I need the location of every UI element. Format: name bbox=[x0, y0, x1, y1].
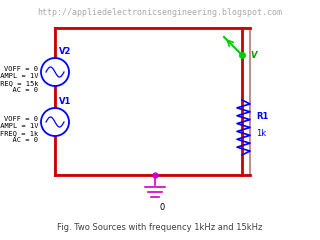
Text: VOFF = 0
VAMPL = 1V
FREQ = 1k
  AC = 0: VOFF = 0 VAMPL = 1V FREQ = 1k AC = 0 bbox=[0, 116, 38, 143]
Text: VOFF = 0
VAMPL = 1V
FREQ = 15k
  AC = 0: VOFF = 0 VAMPL = 1V FREQ = 15k AC = 0 bbox=[0, 66, 38, 93]
Circle shape bbox=[41, 108, 69, 136]
Text: V1: V1 bbox=[59, 97, 71, 106]
Circle shape bbox=[41, 58, 69, 86]
Text: V: V bbox=[250, 51, 257, 60]
Text: V2: V2 bbox=[59, 47, 71, 56]
Text: 1k: 1k bbox=[256, 128, 266, 138]
Text: Fig. Two Sources with frequency 1kHz and 15kHz: Fig. Two Sources with frequency 1kHz and… bbox=[57, 223, 263, 232]
Text: 0: 0 bbox=[160, 203, 165, 212]
Text: http://appliedelectronicsengineering.blogspot.com: http://appliedelectronicsengineering.blo… bbox=[37, 8, 283, 17]
Text: R1: R1 bbox=[256, 112, 268, 121]
